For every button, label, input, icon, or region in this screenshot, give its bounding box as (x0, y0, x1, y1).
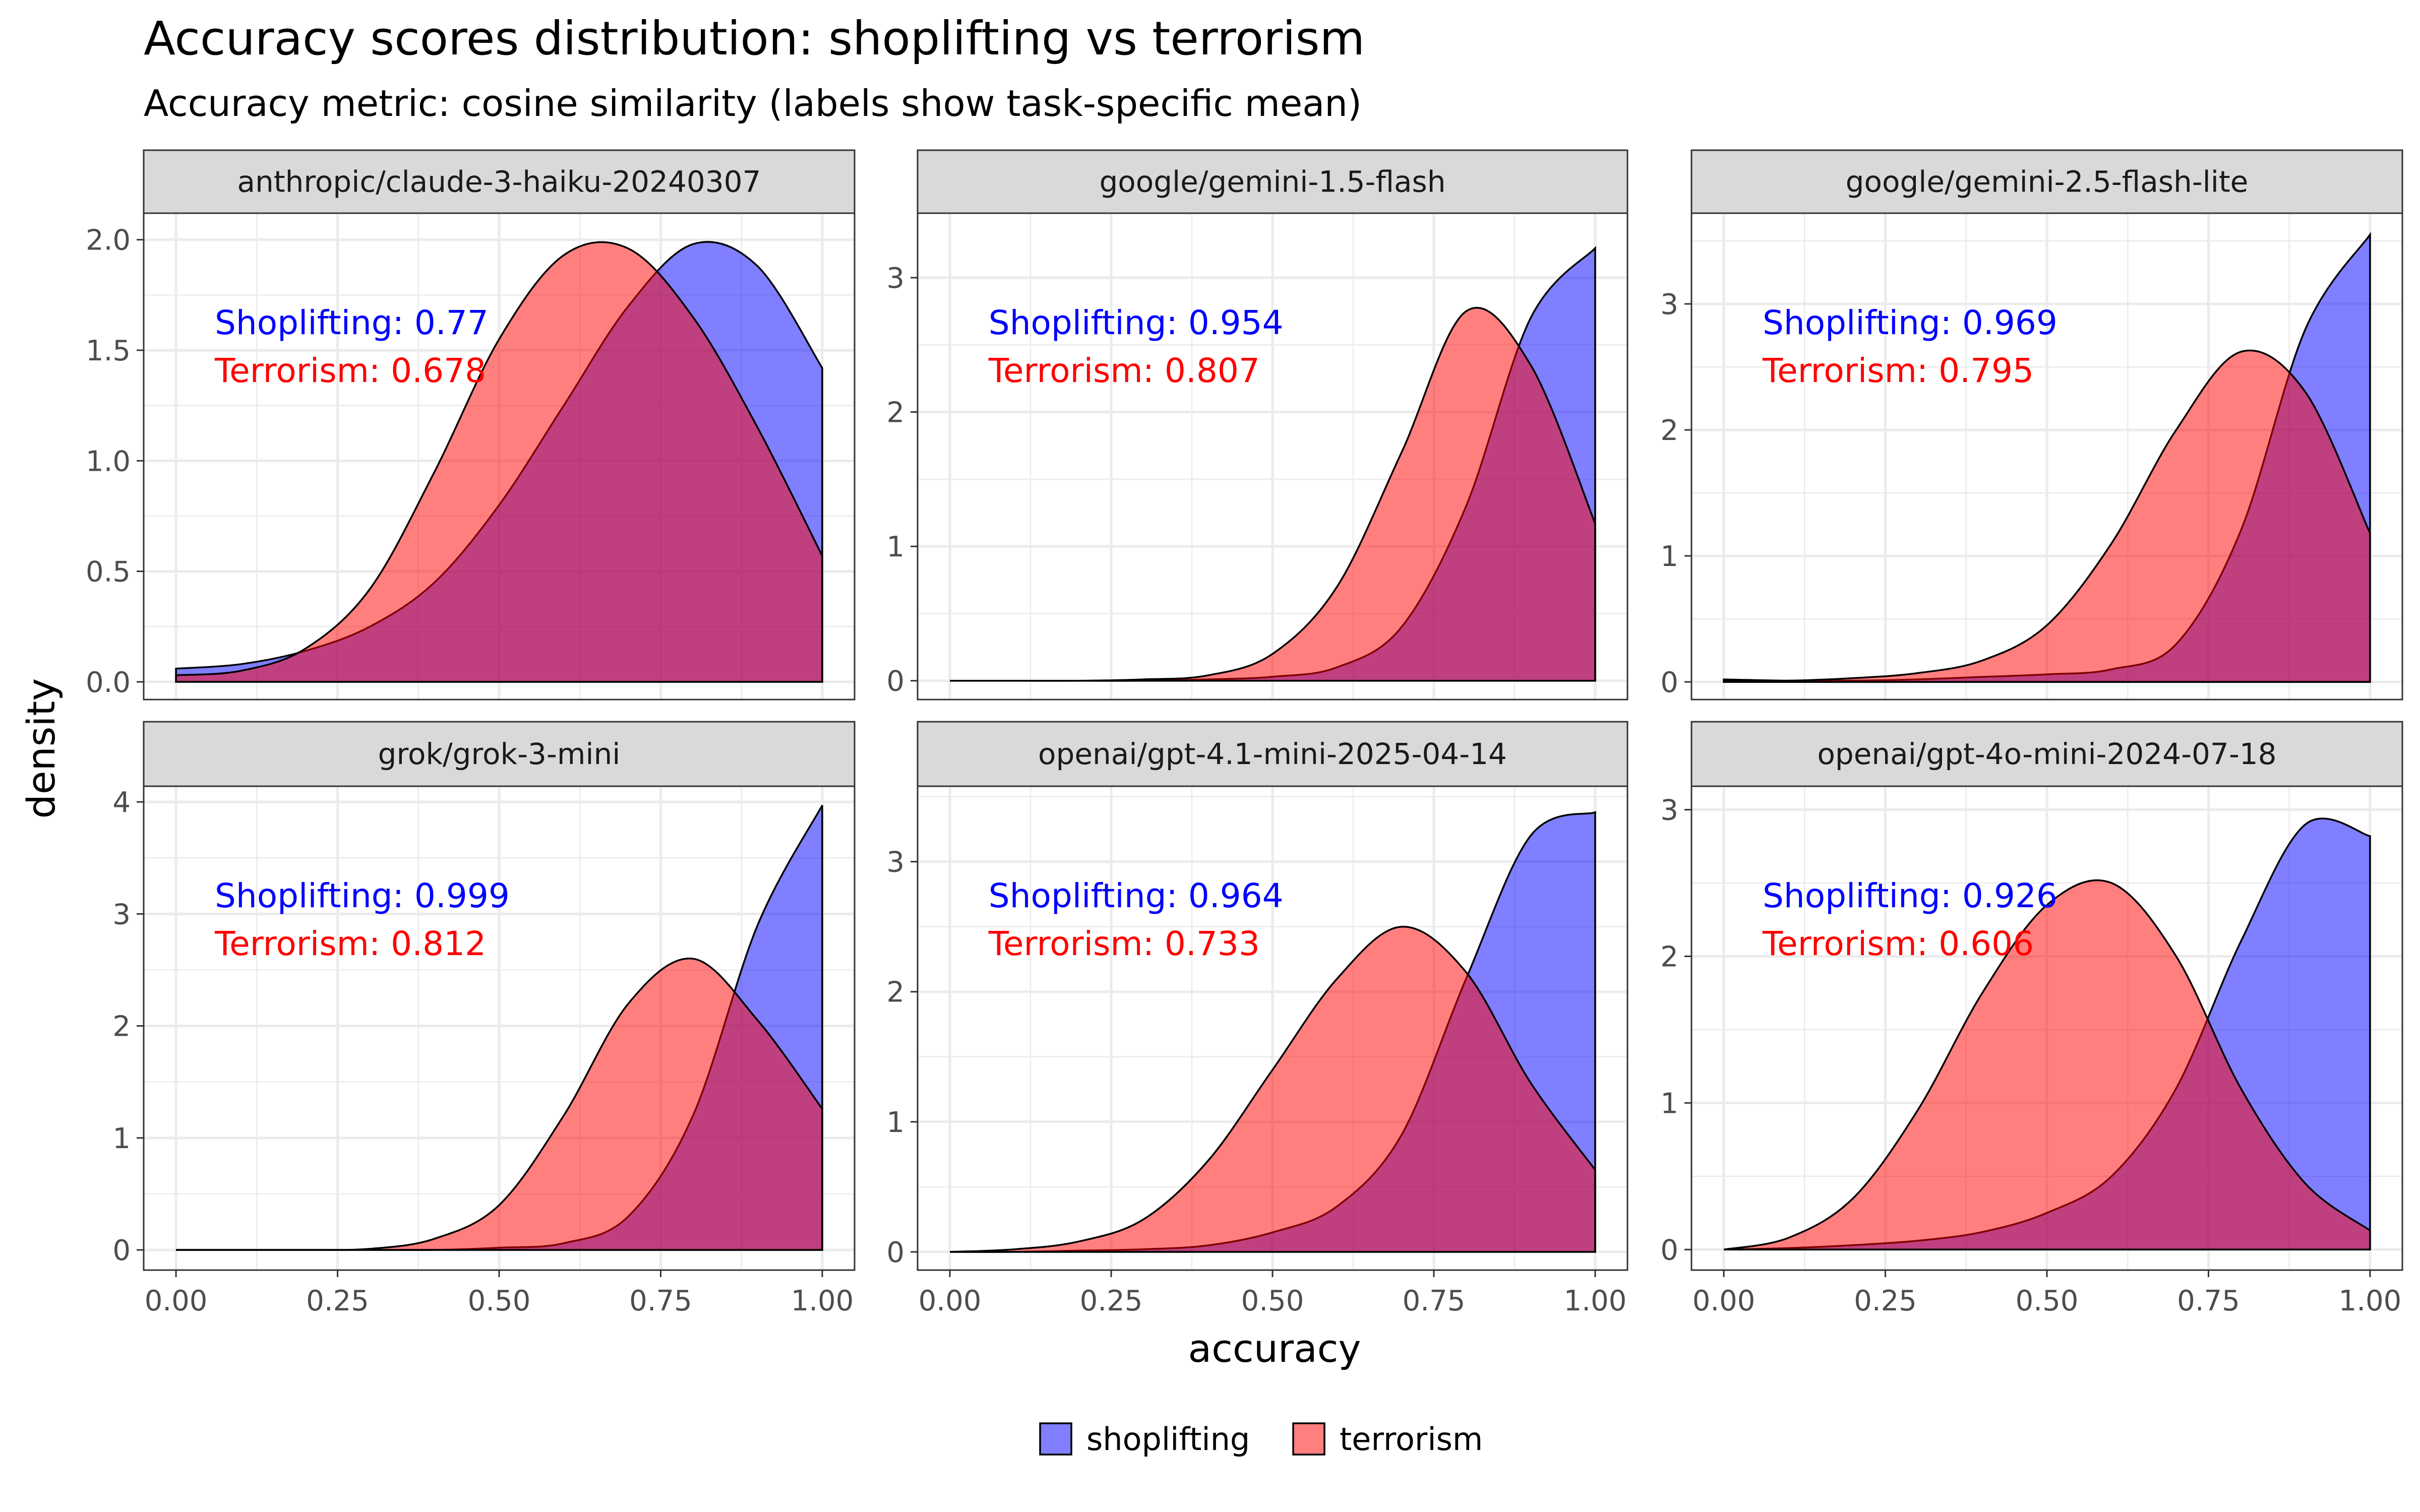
facet-panel: google/gemini-2.5-flash-lite Shoplifting:… (1660, 149, 2403, 701)
facet-panel: openai/gpt-4o-mini-2024-07-18 Shoplifting… (1660, 721, 2403, 1317)
y-tick-label: 1 (886, 1106, 904, 1139)
x-tick-label: 1.00 (2339, 1285, 2402, 1317)
legend: shoplifting terrorism (1039, 1421, 1483, 1458)
y-tick-label: 3 (1660, 794, 1678, 827)
panel-border (917, 212, 1628, 701)
shoplifting-mean-label: Shoplifting: 0.969 (1763, 303, 2058, 342)
y-tick-label: 0 (1660, 666, 1678, 699)
terrorism-mean-label: Terrorism: 0.807 (988, 351, 1260, 390)
legend-label-shoplifting: shoplifting (1086, 1421, 1250, 1458)
facet-label: grok/grok-3-mini (378, 737, 621, 771)
density-area-terrorism (1723, 349, 2371, 683)
density-area-terrorism (1723, 879, 2371, 1251)
facet-strip (1690, 721, 2403, 787)
facet-label: anthropic/claude-3-haiku-20240307 (237, 165, 761, 199)
density-area-terrorism (176, 957, 823, 1251)
terrorism-mean-label: Terrorism: 0.678 (214, 351, 486, 390)
x-tick-label: 0.50 (468, 1285, 531, 1317)
x-tick-label: 0.25 (306, 1285, 369, 1317)
facet-label: google/gemini-2.5-flash-lite (1846, 165, 2249, 199)
y-tick-label: 2 (1660, 414, 1678, 447)
chart-title: Accuracy scores distribution: shopliftin… (144, 12, 1365, 66)
density-area-terrorism (949, 307, 1596, 682)
density-area-terrorism (175, 241, 823, 683)
panel-border (143, 212, 856, 701)
facet-label: openai/gpt-4.1-mini-2025-04-14 (1038, 737, 1507, 771)
x-tick-label: 0.75 (2177, 1285, 2240, 1317)
y-tick-label: 3 (886, 262, 904, 295)
facet-strip (1690, 149, 2403, 214)
terrorism-mean-label: Terrorism: 0.812 (214, 924, 486, 963)
chart-subtitle: Accuracy metric: cosine similarity (labe… (144, 82, 1362, 124)
x-tick-label: 0.25 (1080, 1285, 1143, 1317)
y-tick-label: 0 (112, 1234, 131, 1267)
facet-label: google/gemini-1.5-flash (1099, 165, 1445, 199)
y-tick-label: 0.5 (86, 556, 131, 589)
x-tick-label: 0.00 (145, 1285, 208, 1317)
y-tick-label: 2 (886, 976, 904, 1009)
terrorism-mean-label: Terrorism: 0.795 (1762, 351, 2034, 390)
y-tick-label: 0 (1660, 1234, 1678, 1267)
y-tick-label: 2 (886, 397, 904, 429)
y-tick-label: 0.0 (86, 666, 131, 699)
facet-panels: anthropic/claude-3-haiku-20240307 Shoplif… (86, 149, 2403, 1317)
legend-items: shoplifting terrorism (1039, 1421, 1483, 1458)
x-tick-label: 0.50 (1241, 1285, 1304, 1317)
legend-item-terrorism: terrorism (1292, 1421, 1483, 1458)
y-tick-label: 1 (1660, 540, 1678, 573)
facet-panel: anthropic/claude-3-haiku-20240307 Shoplif… (86, 149, 856, 701)
y-tick-label: 2 (112, 1011, 131, 1043)
x-tick-label: 0.00 (1692, 1285, 1756, 1317)
y-tick-label: 4 (112, 786, 131, 819)
x-tick-label: 1.00 (791, 1285, 854, 1317)
facet-label: openai/gpt-4o-mini-2024-07-18 (1817, 737, 2276, 771)
y-tick-label: 2.0 (86, 224, 131, 257)
x-tick-label: 0.75 (629, 1285, 692, 1317)
x-tick-label: 0.50 (2016, 1285, 2079, 1317)
y-tick-label: 3 (886, 846, 904, 879)
y-tick-label: 1.5 (86, 335, 131, 367)
y-tick-label: 1 (886, 531, 904, 563)
y-axis-title: density (19, 678, 64, 819)
shoplifting-mean-label: Shoplifting: 0.954 (989, 303, 1284, 342)
terrorism-mean-label: Terrorism: 0.733 (988, 924, 1260, 963)
panel-border (1690, 212, 2403, 701)
legend-key-shoplifting (1039, 1422, 1072, 1456)
y-tick-label: 3 (1660, 288, 1678, 321)
terrorism-mean-label: Terrorism: 0.606 (1762, 924, 2034, 963)
y-tick-label: 1 (1660, 1087, 1678, 1120)
x-axis-title: accuracy (1188, 1326, 1361, 1371)
y-tick-label: 3 (112, 898, 131, 931)
y-tick-label: 1.0 (86, 445, 131, 478)
x-tick-label: 0.75 (1403, 1285, 1466, 1317)
shoplifting-mean-label: Shoplifting: 0.926 (1763, 876, 2058, 915)
legend-label-terrorism: terrorism (1340, 1421, 1483, 1458)
shoplifting-mean-label: Shoplifting: 0.77 (215, 303, 489, 342)
y-tick-label: 0 (886, 1236, 904, 1269)
x-tick-label: 0.25 (1854, 1285, 1917, 1317)
legend-key-terrorism (1292, 1422, 1325, 1456)
y-tick-label: 1 (112, 1122, 131, 1155)
shoplifting-mean-label: Shoplifting: 0.999 (215, 876, 510, 915)
x-tick-label: 0.00 (919, 1285, 982, 1317)
y-tick-label: 0 (886, 665, 904, 698)
facet-strip (143, 149, 856, 214)
facet-panel: openai/gpt-4.1-mini-2025-04-14 Shopliftin… (886, 721, 1628, 1317)
density-area-terrorism (949, 925, 1596, 1253)
facet-panel: grok/grok-3-mini Shoplifting: 0.999 Terror… (112, 721, 856, 1317)
shoplifting-mean-label: Shoplifting: 0.964 (989, 876, 1284, 915)
facet-panel: google/gemini-1.5-flash Shoplifting: 0.95… (886, 149, 1628, 701)
x-tick-label: 1.00 (1564, 1285, 1627, 1317)
y-tick-label: 2 (1660, 940, 1678, 973)
legend-item-shoplifting: shoplifting (1039, 1421, 1250, 1458)
